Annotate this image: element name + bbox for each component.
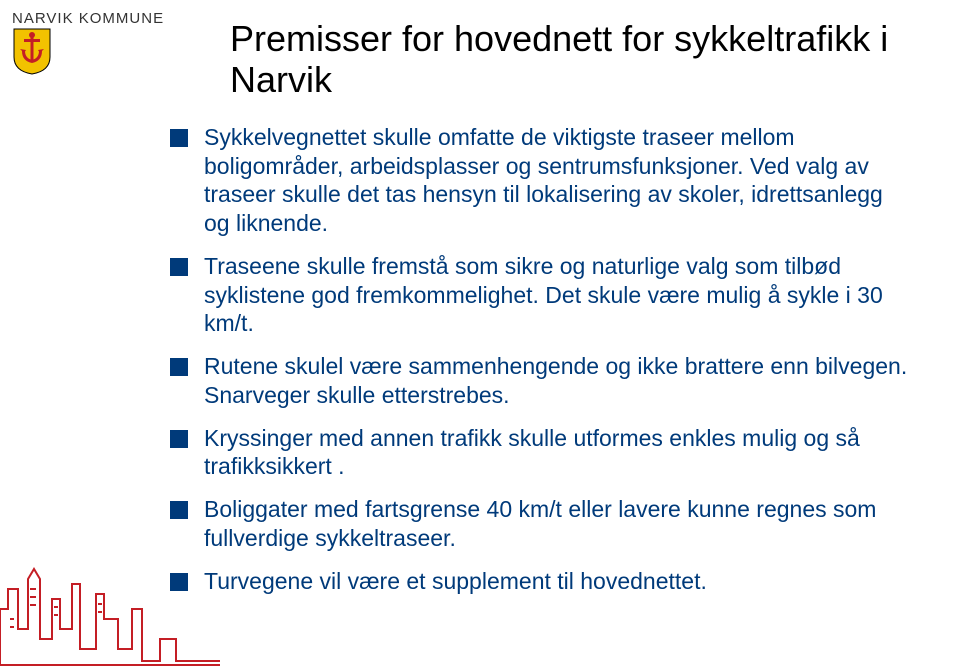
bullet-text: Kryssinger med annen trafikk skulle utfo…	[204, 424, 910, 482]
bullet-icon	[170, 358, 188, 376]
shield-icon	[12, 27, 52, 75]
bullet-text: Sykkelvegnettet skulle omfatte de viktig…	[204, 123, 910, 238]
header: NARVIK KOMMUNE	[12, 10, 164, 80]
bullet-text: Turvegene vil være et supplement til hov…	[204, 567, 707, 596]
list-item: Rutene skulel være sammenhengende og ikk…	[170, 352, 910, 410]
list-item: Turvegene vil være et supplement til hov…	[170, 567, 910, 596]
header-left: NARVIK KOMMUNE	[12, 10, 164, 80]
bullet-text: Traseene skulle fremstå som sikre og nat…	[204, 252, 910, 338]
page-title: Premisser for hovednett for sykkeltrafik…	[230, 18, 910, 101]
skyline-decoration	[0, 489, 220, 669]
bullet-icon	[170, 430, 188, 448]
list-item: Kryssinger med annen trafikk skulle utfo…	[170, 424, 910, 482]
list-item: Traseene skulle fremstå som sikre og nat…	[170, 252, 910, 338]
list-item: Boliggater med fartsgrense 40 km/t eller…	[170, 495, 910, 553]
bullet-list: Sykkelvegnettet skulle omfatte de viktig…	[170, 123, 910, 596]
org-name: NARVIK KOMMUNE	[12, 10, 164, 27]
bullet-icon	[170, 258, 188, 276]
bullet-icon	[170, 129, 188, 147]
list-item: Sykkelvegnettet skulle omfatte de viktig…	[170, 123, 910, 238]
slide-content: Premisser for hovednett for sykkeltrafik…	[230, 18, 910, 609]
bullet-text: Rutene skulel være sammenhengende og ikk…	[204, 352, 910, 410]
bullet-text: Boliggater med fartsgrense 40 km/t eller…	[204, 495, 910, 553]
